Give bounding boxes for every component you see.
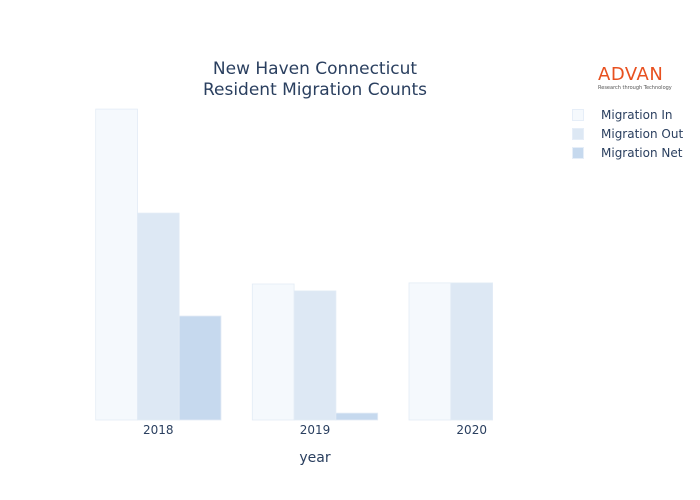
legend-swatch-migration-net xyxy=(572,146,584,159)
legend: Migration In Migration Out Migration Net xyxy=(572,105,683,162)
bar-migration-in-2019[interactable] xyxy=(251,283,295,421)
bar-migration-out-2019[interactable] xyxy=(293,290,337,421)
x-axis-title: year xyxy=(299,450,330,466)
advan-logo: ADVAN Research through Technology xyxy=(598,64,678,92)
x-tick-label: 2019 xyxy=(300,423,331,437)
chart-title-line-1: New Haven Connecticut xyxy=(212,59,418,79)
bar-migration-net-2019[interactable] xyxy=(335,412,379,421)
bar-migration-in-2018[interactable] xyxy=(95,108,138,421)
legend-item-migration-in[interactable]: Migration In xyxy=(572,105,683,124)
bar-migration-net-2018[interactable] xyxy=(178,315,222,421)
legend-item-migration-out[interactable]: Migration Out xyxy=(572,124,683,143)
legend-label-migration-net: Migration Net xyxy=(601,145,683,160)
legend-label-migration-out: Migration Out xyxy=(601,126,684,141)
legend-item-migration-net[interactable]: Migration Net xyxy=(572,143,683,162)
legend-swatch-migration-in xyxy=(572,108,584,121)
brand-name: ADVAN xyxy=(598,64,664,85)
legend-label-migration-in: Migration In xyxy=(601,107,673,122)
chart-title-line-2: Resident Migration Counts xyxy=(202,80,428,100)
brand-tagline: Research through Technology xyxy=(598,85,672,91)
x-tick-label: 2018 xyxy=(143,423,174,437)
legend-swatch-migration-out xyxy=(572,127,584,140)
bar-migration-in-2020[interactable] xyxy=(408,282,452,421)
bar-migration-out-2018[interactable] xyxy=(136,212,180,421)
x-tick-label: 2020 xyxy=(456,423,487,437)
bar-migration-out-2020[interactable] xyxy=(450,282,493,421)
